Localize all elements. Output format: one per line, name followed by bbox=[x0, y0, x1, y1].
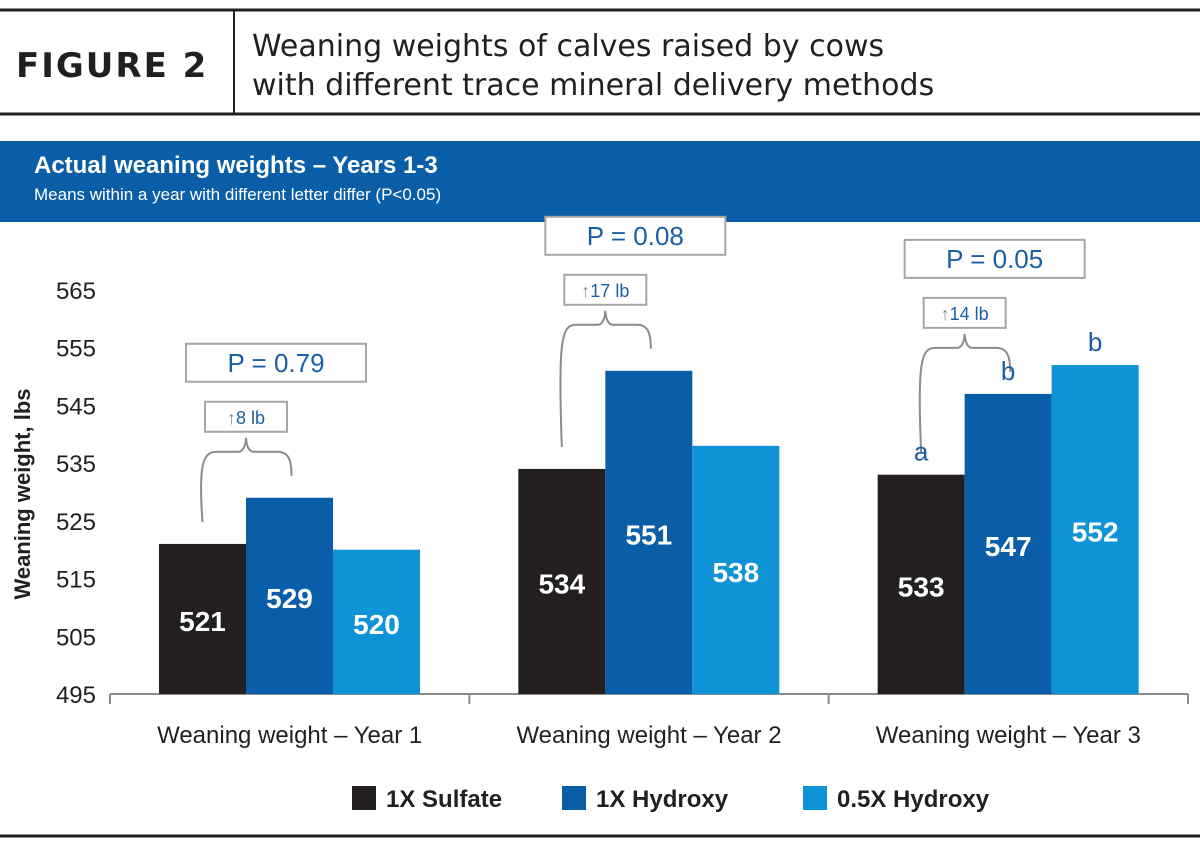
bar-value-label: 520 bbox=[353, 609, 400, 640]
y-tick-label: 525 bbox=[56, 509, 96, 536]
significance-letter: b bbox=[1001, 356, 1015, 386]
banner-subtitle: Means within a year with different lette… bbox=[34, 185, 441, 204]
bar-value-label: 533 bbox=[898, 571, 945, 602]
bar-value-label: 552 bbox=[1072, 517, 1119, 548]
figure-header: FIGURE 2 Weaning weights of calves raise… bbox=[0, 10, 1200, 114]
banner-title: Actual weaning weights – Years 1-3 bbox=[34, 152, 438, 179]
y-tick-label: 555 bbox=[56, 336, 96, 363]
p-value-label: P = 0.79 bbox=[227, 348, 324, 378]
y-tick-label: 505 bbox=[56, 624, 96, 651]
p-value-label: P = 0.05 bbox=[946, 244, 1043, 274]
difference-value: 14 lb bbox=[950, 304, 989, 324]
bar-value-label: 529 bbox=[266, 583, 313, 614]
difference-value: 8 lb bbox=[236, 408, 265, 428]
category-label: Weaning weight – Year 2 bbox=[516, 722, 781, 749]
bar-value-label: 547 bbox=[985, 531, 1032, 562]
category-label: Weaning weight – Year 1 bbox=[157, 722, 422, 749]
bar-value-label: 521 bbox=[179, 606, 226, 637]
significance-letter: b bbox=[1088, 327, 1102, 357]
legend: 1X Sulfate 1X Hydroxy 0.5X Hydroxy bbox=[352, 786, 990, 813]
y-tick-label: 515 bbox=[56, 567, 96, 594]
category-label: Weaning weight – Year 3 bbox=[876, 722, 1141, 749]
x-axis bbox=[110, 694, 1188, 704]
difference-value: 17 lb bbox=[590, 281, 629, 301]
legend-label: 0.5X Hydroxy bbox=[837, 786, 990, 813]
significance-letter: a bbox=[914, 437, 929, 467]
category-labels: Weaning weight – Year 1 Weaning weight – … bbox=[157, 722, 1141, 749]
difference-label: ↑17 lb bbox=[581, 281, 629, 301]
up-arrow-icon: ↑ bbox=[581, 281, 590, 301]
up-arrow-icon: ↑ bbox=[941, 304, 950, 324]
difference-label: ↑8 lb bbox=[227, 408, 265, 428]
y-tick-label: 495 bbox=[56, 682, 96, 709]
chart-banner: Actual weaning weights – Years 1-3 Means… bbox=[0, 141, 1200, 222]
y-tick-label: 535 bbox=[56, 451, 96, 478]
legend-label: 1X Sulfate bbox=[386, 786, 502, 813]
difference-label: ↑14 lb bbox=[941, 304, 989, 324]
p-value-label: P = 0.08 bbox=[587, 221, 684, 251]
legend-swatch bbox=[803, 786, 827, 810]
figure-title-line1: Weaning weights of calves raised by cows bbox=[252, 29, 884, 64]
legend-label: 1X Hydroxy bbox=[596, 786, 729, 813]
legend-swatch bbox=[562, 786, 586, 810]
figure-label: FIGURE 2 bbox=[16, 46, 208, 86]
legend-swatch bbox=[352, 786, 376, 810]
bar-value-label: 551 bbox=[625, 519, 672, 550]
figure-title-line2: with different trace mineral delivery me… bbox=[252, 68, 934, 103]
bar-value-label: 538 bbox=[712, 557, 759, 588]
bar-value-label: 534 bbox=[538, 568, 585, 599]
y-tick-label: 565 bbox=[56, 278, 96, 305]
y-axis-ticks: 565 555 545 535 525 515 505 495 bbox=[56, 278, 96, 709]
y-tick-label: 545 bbox=[56, 393, 96, 420]
y-axis-label: Weaning weight, lbs bbox=[10, 388, 35, 599]
up-arrow-icon: ↑ bbox=[227, 408, 236, 428]
